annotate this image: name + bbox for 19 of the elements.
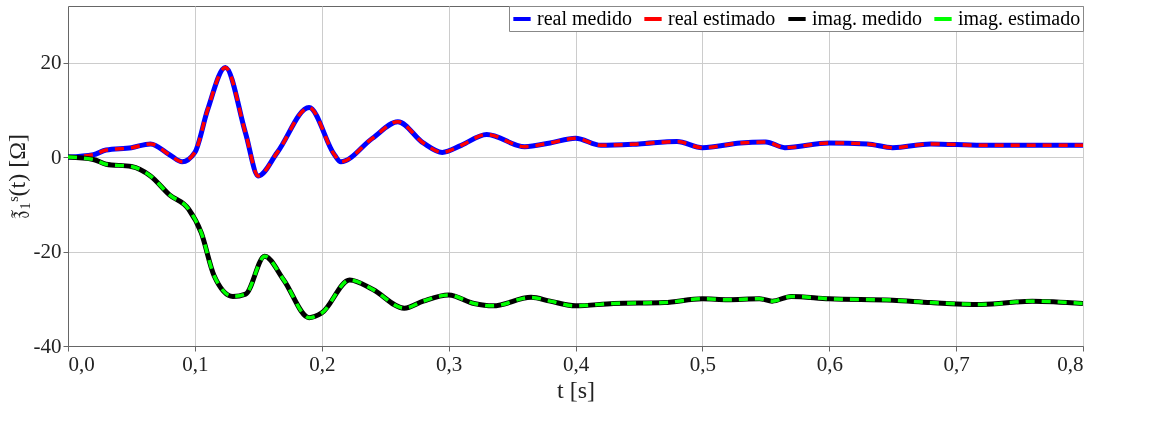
x-tick-label: 0,2	[309, 351, 336, 376]
legend-label: imag. estimado	[958, 7, 1081, 30]
y-tick-label: 20	[40, 50, 62, 75]
x-tick-label: 0,0	[68, 351, 95, 376]
x-tick-label: 0,7	[943, 351, 970, 376]
y-tick-label: 0	[51, 144, 62, 169]
x-tick-label: 0,4	[562, 351, 590, 376]
legend-label: real medido	[537, 7, 632, 29]
y-tick-label: -40	[33, 333, 62, 358]
x-tick-label: 0,1	[182, 351, 209, 376]
legend-label: imag. medido	[812, 7, 922, 30]
x-tick-label: 0,6	[816, 351, 843, 376]
legend-label: real estimado	[668, 7, 776, 29]
x-tick-label: 0,3	[436, 351, 463, 376]
y-tick-label: -20	[33, 239, 62, 264]
x-tick-label: 0,5	[689, 351, 716, 376]
y-axis-title: 𝔷̃₁ˢ(t) [Ω]	[3, 134, 30, 219]
x-tick-label: 0,8	[1057, 351, 1084, 376]
x-axis-title: t [s]	[557, 376, 595, 403]
